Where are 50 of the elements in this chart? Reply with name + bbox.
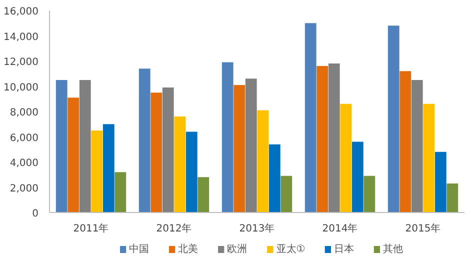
- y-tick-label: 0: [32, 208, 39, 220]
- legend-label: 中国: [129, 243, 150, 255]
- bar: [186, 132, 198, 212]
- bar: [328, 64, 340, 212]
- y-tick-label: 14,000: [4, 32, 39, 43]
- bar: [138, 68, 150, 212]
- bar: [423, 104, 435, 212]
- legend-label: 北美: [178, 243, 198, 255]
- y-tick-label: 12,000: [4, 57, 39, 68]
- bar: [150, 92, 162, 212]
- legend-label: 其他: [383, 243, 404, 255]
- x-tick-label: 2015年: [405, 222, 441, 234]
- bar: [352, 142, 364, 212]
- x-tick-label: 2013年: [239, 222, 275, 234]
- bar: [388, 26, 400, 212]
- legend-label: 亚太①: [276, 243, 306, 255]
- bar: [411, 80, 423, 212]
- bar: [340, 104, 352, 212]
- bar: [222, 62, 234, 212]
- bar: [446, 183, 458, 212]
- x-tick-label: 2012年: [156, 222, 192, 234]
- bar: [257, 110, 269, 212]
- bar: [280, 176, 292, 212]
- bar: [364, 176, 376, 212]
- y-tick-label: 6,000: [10, 132, 39, 144]
- bar: [245, 78, 257, 212]
- x-tick-label: 2014年: [322, 222, 358, 234]
- bar: [234, 84, 246, 212]
- y-tick-label: 10,000: [4, 82, 39, 94]
- bar: [316, 66, 328, 212]
- bar: [68, 98, 80, 212]
- bar: [434, 152, 446, 212]
- bar: [198, 177, 210, 212]
- y-tick-label: 4,000: [10, 158, 39, 169]
- bar: [102, 124, 114, 212]
- y-tick-label: 2,000: [10, 183, 39, 194]
- legend-label: 日本: [334, 243, 354, 255]
- bar: [268, 144, 280, 212]
- y-tick-label: 8,000: [10, 108, 39, 118]
- y-tick-label: 16,000: [4, 6, 39, 18]
- bar: [174, 116, 186, 212]
- bar: [91, 130, 103, 212]
- bar: [304, 23, 316, 212]
- bar: [114, 172, 126, 212]
- bar: [79, 80, 91, 212]
- x-tick-label: 2011年: [73, 222, 109, 234]
- bar: [162, 88, 174, 212]
- bar: [56, 80, 68, 212]
- legend-label: 欧洲: [227, 243, 248, 255]
- bar: [400, 71, 412, 212]
